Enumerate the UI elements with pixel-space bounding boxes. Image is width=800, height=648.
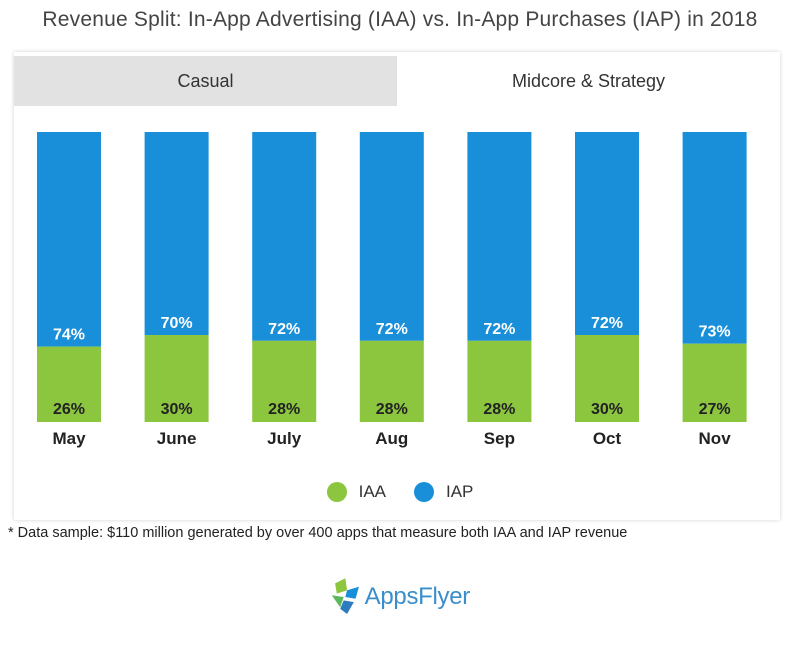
bar-iaa-june: [144, 335, 209, 422]
legend-swatch-iap: [414, 482, 434, 502]
bar-iaa-may: [37, 346, 101, 422]
bar-iap-may: [37, 132, 101, 347]
appsflyer-logo: AppsFlyer: [330, 575, 470, 619]
bar-iaa-oct: [575, 335, 639, 422]
bar-iaa-nov: [682, 343, 747, 422]
data-label-iaa-june: 30%: [161, 401, 193, 418]
tab-casual[interactable]: Casual: [14, 56, 397, 106]
legend-swatch-iaa: [326, 482, 347, 502]
data-label-iap-may: 74%: [53, 327, 85, 344]
bar-iap-sep: [467, 132, 532, 341]
x-tick-label-aug: Aug: [375, 429, 408, 448]
bar-iaa-aug: [359, 340, 424, 422]
bar-iap-june: [144, 132, 209, 335]
tab-midcore-strategy[interactable]: Midcore & Strategy: [397, 56, 780, 106]
data-label-iap-sep: 72%: [483, 321, 515, 338]
data-label-iap-july: 72%: [268, 321, 300, 338]
legend-label-iap: IAP: [446, 482, 474, 501]
data-label-iaa-nov: 27%: [699, 401, 731, 418]
bar-iaa-july: [252, 340, 317, 422]
data-label-iap-june: 70%: [161, 315, 193, 332]
footnote: * Data sample: $110 million generated by…: [8, 525, 628, 541]
bar-iap-oct: [575, 132, 639, 335]
x-tick-label-july: July: [267, 429, 302, 448]
bar-iap-july: [252, 132, 317, 341]
data-label-iaa-may: 26%: [53, 401, 85, 418]
legend-item-iap: IAP: [414, 482, 473, 502]
data-label-iaa-sep: 28%: [483, 401, 515, 418]
x-tick-label-oct: Oct: [593, 429, 622, 448]
x-tick-label-nov: Nov: [699, 429, 732, 448]
logo-wordmark: AppsFlyer: [364, 583, 471, 610]
data-label-iaa-oct: 30%: [591, 401, 623, 418]
data-label-iaa-aug: 28%: [376, 401, 408, 418]
bar-iaa-sep: [467, 340, 532, 422]
legend: IAA IAP: [0, 482, 800, 502]
stacked-bar-chart: 74% 26% May 70% 30% June 72% 28% July 72% 28% Aug 72…: [37, 132, 747, 448]
segment-tabs: Casual Midcore & Strategy: [14, 56, 780, 106]
legend-label-iaa: IAA: [358, 482, 386, 501]
data-label-iap-aug: 72%: [376, 321, 408, 338]
data-label-iaa-july: 28%: [268, 401, 300, 418]
bar-iap-nov: [682, 132, 747, 344]
data-label-iap-oct: 72%: [591, 315, 623, 332]
legend-item-iaa: IAA: [326, 482, 386, 502]
x-tick-label-june: June: [157, 429, 197, 448]
x-tick-label-sep: Sep: [484, 429, 515, 448]
x-tick-label-may: May: [52, 429, 86, 448]
appsflyer-logo-icon: [331, 578, 359, 615]
bar-iap-aug: [359, 132, 424, 341]
chart-title: Revenue Split: In-App Advertising (IAA) …: [42, 8, 758, 31]
data-label-iap-nov: 73%: [699, 324, 731, 341]
